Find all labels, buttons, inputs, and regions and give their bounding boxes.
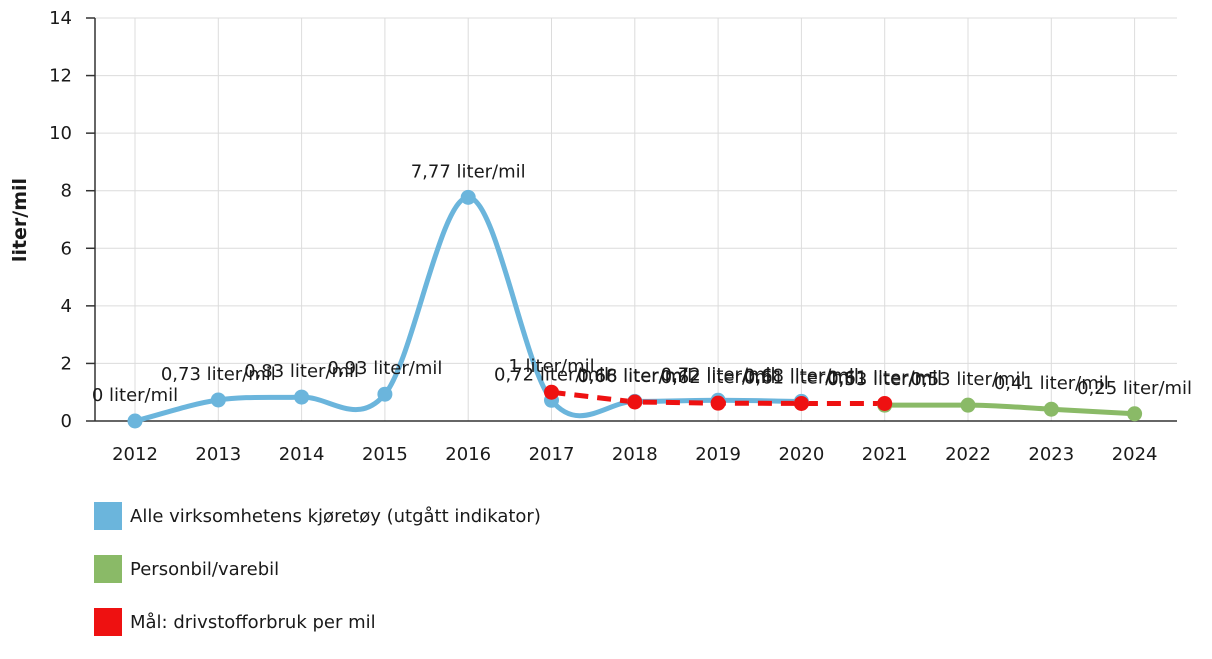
x-tick-label: 2012	[112, 444, 158, 465]
data-label: 0,68 liter/mil	[744, 365, 859, 386]
data-point-personbil[interactable]	[1127, 406, 1143, 422]
data-label: 0,83 liter/mil	[244, 361, 359, 382]
x-tick-label: 2015	[362, 444, 408, 465]
x-tick-label: 2021	[862, 444, 908, 465]
legend-label: Personbil/varebil	[130, 558, 280, 580]
data-label: 0,53 liter/mil	[827, 369, 942, 390]
y-tick-label: 14	[49, 8, 72, 29]
data-label: 0,41 liter/mil	[994, 373, 1109, 394]
y-tick-label: 12	[49, 66, 72, 87]
legend-swatch-green	[94, 555, 122, 583]
legend-swatch-red	[94, 608, 122, 636]
data-point-all-vehicles[interactable]	[210, 392, 226, 408]
y-tick-label: 10	[49, 123, 72, 144]
legend-label: Alle virksomhetens kjøretøy (utgått indi…	[130, 505, 541, 527]
data-point-goal[interactable]	[710, 395, 726, 411]
line-chart: 0 2 4 6 8 10 12 14 2012 2013 2014 2015 2016 2017 2018…	[9, 8, 1192, 465]
data-point-goal[interactable]	[877, 395, 893, 411]
data-label: 0,62 liter/mil	[661, 367, 776, 388]
y-tick-label: 8	[61, 181, 72, 202]
data-label: 0,61 liter/mil	[827, 367, 942, 388]
x-tick-labels: 2012 2013 2014 2015 2016 2017 2018 2019 2020 2021…	[112, 444, 1157, 465]
data-label: 0 liter/mil	[92, 385, 178, 406]
data-label: 0,61 liter/mil	[744, 367, 859, 388]
y-tick-label: 2	[61, 353, 72, 374]
x-tick-label: 2020	[778, 444, 824, 465]
data-label: 0,93 liter/mil	[327, 358, 442, 379]
legend-label: Mål: drivstofforbruk per mil	[130, 611, 376, 633]
data-label: 0,72 liter/mil	[494, 364, 609, 385]
legend-item-all-vehicles[interactable]: Alle virksomhetens kjøretøy (utgått indi…	[94, 500, 541, 532]
legend-item-goal[interactable]: Mål: drivstofforbruk per mil	[94, 606, 541, 638]
x-tick-label: 2024	[1112, 444, 1158, 465]
x-tick-label: 2017	[529, 444, 575, 465]
x-tick-label: 2023	[1028, 444, 1074, 465]
x-tick-label: 2022	[945, 444, 991, 465]
data-point-all-vehicles[interactable]	[127, 413, 143, 429]
data-point-all-vehicles[interactable]	[377, 386, 393, 402]
data-point-personbil[interactable]	[1043, 401, 1059, 417]
data-label: 0,68 liter/mil	[577, 365, 692, 386]
legend: Alle virksomhetens kjøretøy (utgått indi…	[94, 500, 541, 659]
data-label: 0,66 liter/mil	[577, 366, 692, 387]
legend-item-personbil[interactable]: Personbil/varebil	[94, 553, 541, 585]
y-axis-label: liter/mil	[9, 178, 31, 262]
y-tick-label: 4	[61, 296, 72, 317]
y-tick-label: 0	[61, 411, 72, 432]
x-tick-label: 2013	[195, 444, 241, 465]
data-label: 1 liter/mil	[508, 356, 594, 377]
data-point-all-vehicles[interactable]	[294, 389, 310, 405]
data-label: 0,25 liter/mil	[1077, 378, 1192, 399]
x-tick-label: 2014	[279, 444, 325, 465]
x-tick-label: 2019	[695, 444, 741, 465]
data-points	[127, 189, 1143, 429]
grid	[95, 17, 1177, 421]
x-tick-label: 2016	[445, 444, 491, 465]
data-label: 0,73 liter/mil	[161, 364, 276, 385]
axes	[94, 18, 1177, 422]
data-point-goal[interactable]	[627, 394, 643, 410]
y-tick-labels: 0 2 4 6 8 10 12 14	[49, 8, 95, 432]
x-tick-label: 2018	[612, 444, 658, 465]
data-point-personbil[interactable]	[960, 397, 976, 413]
data-label: 0,53 liter/mil	[911, 369, 1026, 390]
series-line-personbil	[882, 402, 1138, 417]
data-point-goal[interactable]	[793, 395, 809, 411]
data-label: 7,77 liter/mil	[411, 161, 526, 182]
data-label: 0,72 liter/mil	[661, 364, 776, 385]
data-point-goal[interactable]	[544, 384, 559, 400]
y-tick-label: 6	[61, 238, 72, 259]
data-point-all-vehicles[interactable]	[460, 189, 476, 205]
legend-swatch-blue	[94, 502, 122, 530]
